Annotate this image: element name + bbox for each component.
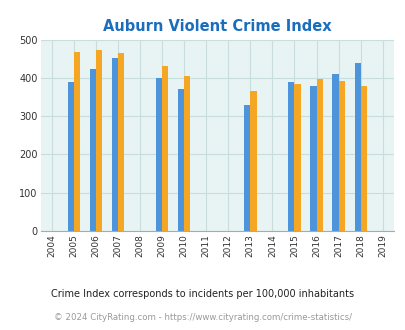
Bar [294,83,300,231]
Bar [316,80,322,231]
Title: Auburn Violent Crime Index: Auburn Violent Crime Index [102,19,331,34]
Text: Crime Index corresponds to incidents per 100,000 inhabitants: Crime Index corresponds to incidents per… [51,289,354,299]
Text: © 2024 CityRating.com - https://www.cityrating.com/crime-statistics/: © 2024 CityRating.com - https://www.city… [54,313,351,322]
Bar [117,53,124,231]
Bar [288,82,294,231]
Bar [111,58,117,231]
Bar [177,89,183,231]
Bar [156,78,162,231]
Bar [67,82,74,231]
Bar [183,76,190,231]
Bar [250,91,256,231]
Bar [90,69,96,231]
Bar [96,50,102,231]
Bar [360,85,366,231]
Bar [338,81,344,231]
Bar [74,52,80,231]
Bar [162,66,168,231]
Bar [243,106,250,231]
Bar [354,63,360,231]
Bar [332,74,338,231]
Bar [309,85,316,231]
